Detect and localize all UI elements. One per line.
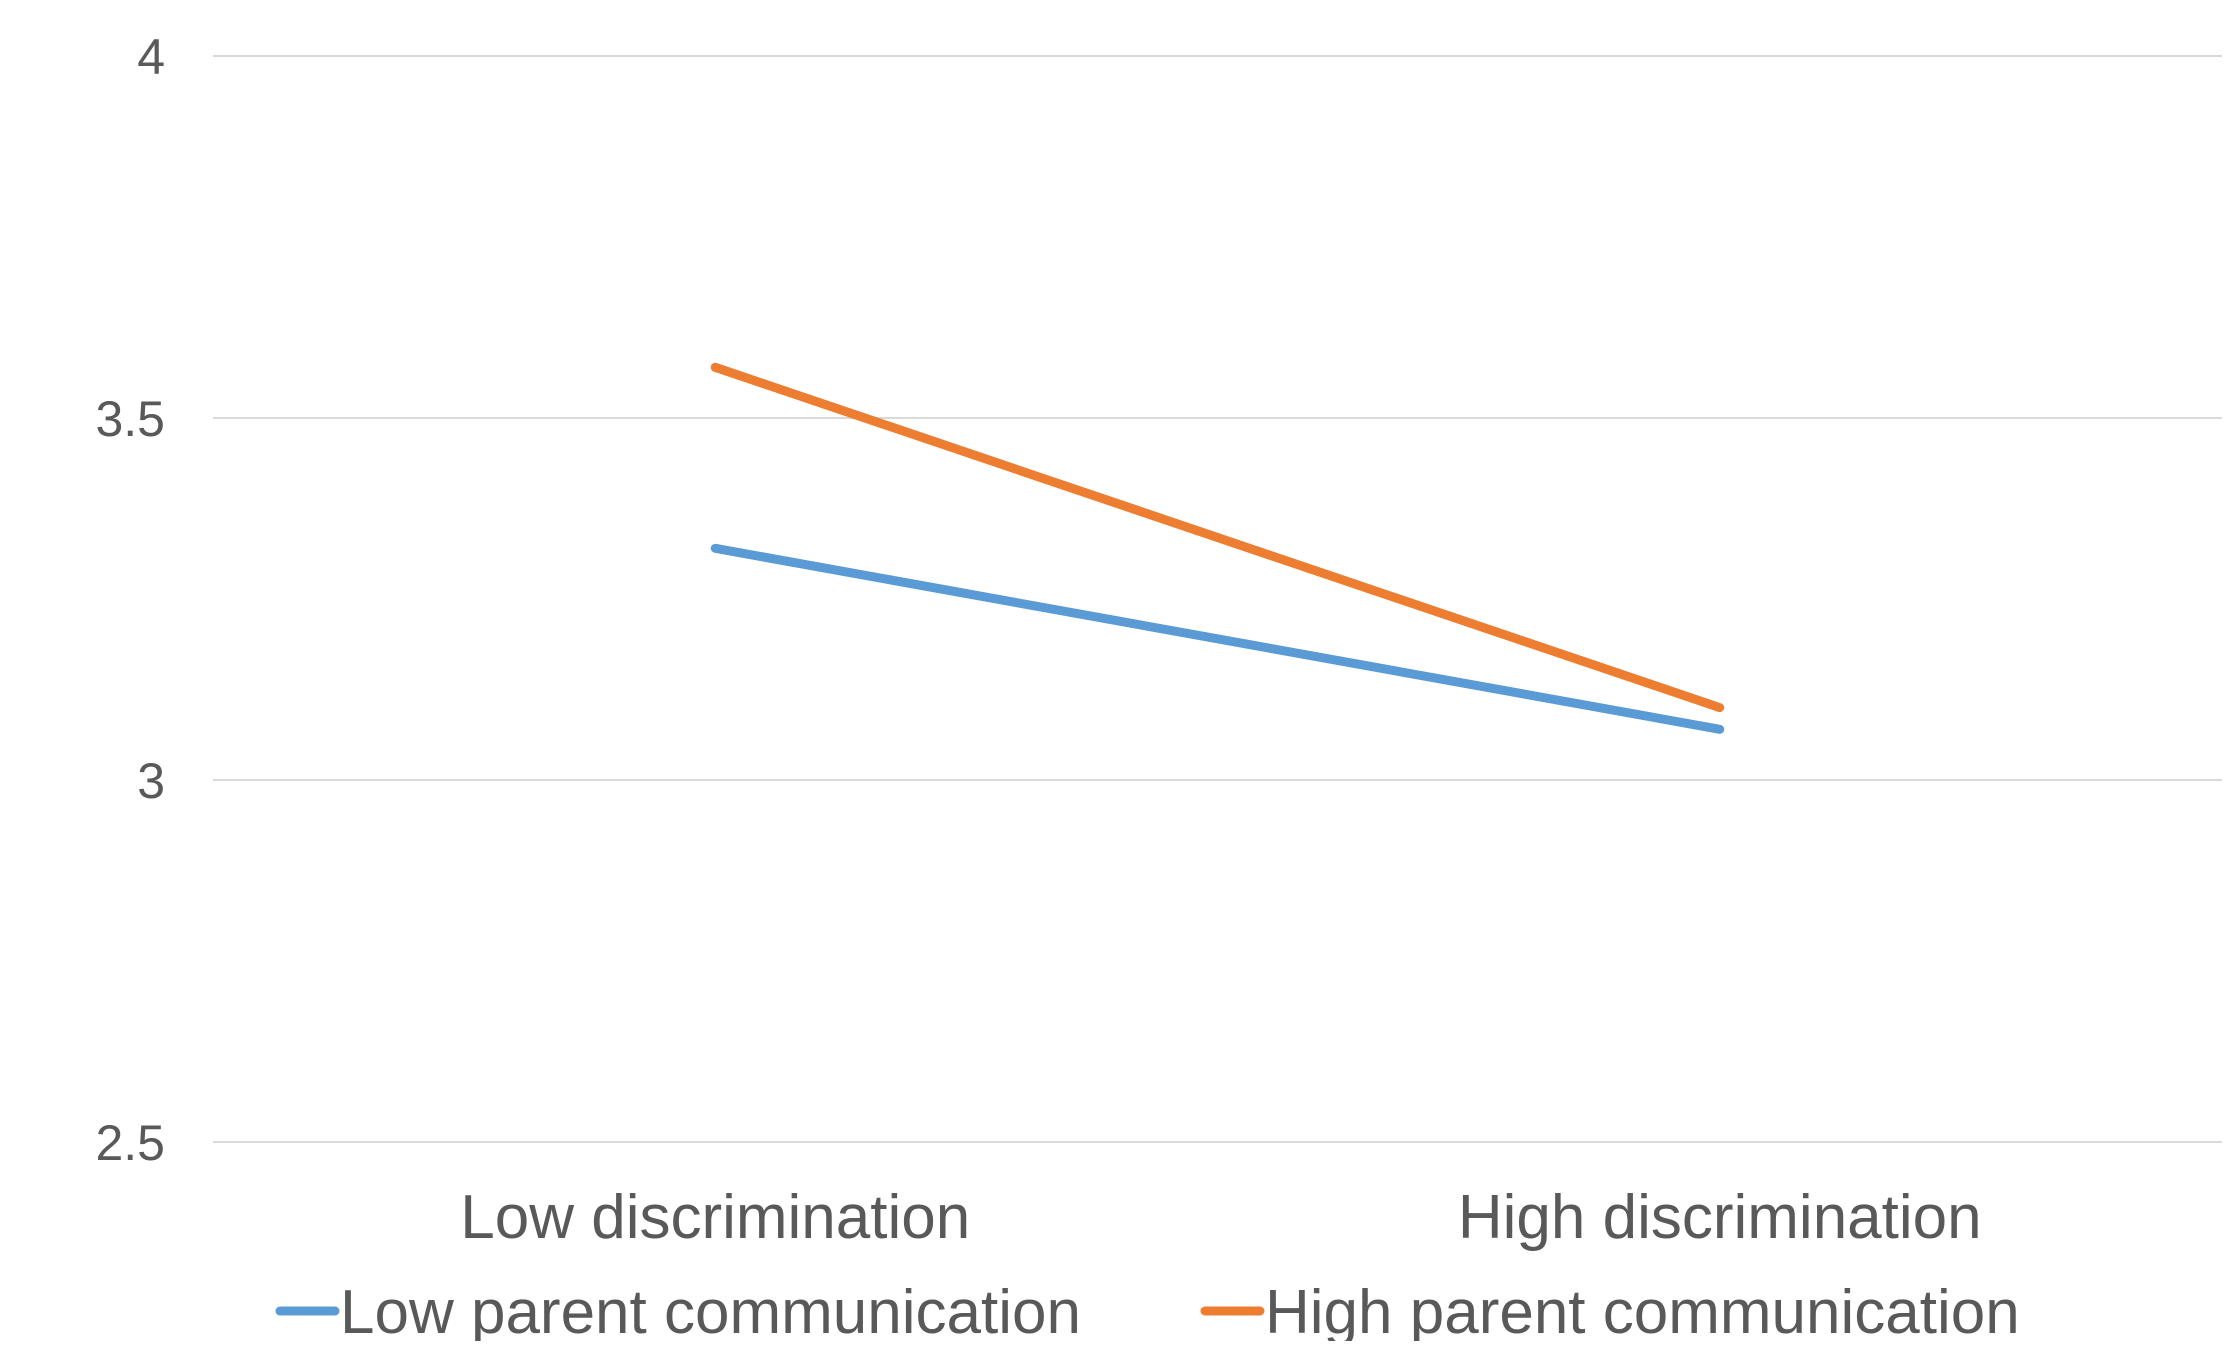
legend-label: Low parent communication: [340, 1278, 1081, 1341]
series-lines: [715, 367, 1720, 729]
x-category-label: High discrimination: [1458, 1183, 1982, 1252]
legend: Low parent communication High parent comm…: [280, 1278, 2020, 1341]
legend-label: High parent communication: [1265, 1278, 2020, 1341]
y-tick-label: 2.5: [95, 1115, 165, 1171]
series-line-low-parent-communication: [715, 548, 1720, 729]
y-axis-tick-labels: 2.5 3 3.5 4: [95, 29, 165, 1171]
y-tick-label: 3.5: [95, 391, 165, 447]
y-tick-label: 4: [137, 29, 165, 85]
gridlines: [213, 56, 2222, 1142]
x-category-label: Low discrimination: [460, 1183, 970, 1252]
x-axis-category-labels: Low discrimination High discrimination: [460, 1183, 1981, 1252]
y-tick-label: 3: [137, 753, 165, 809]
